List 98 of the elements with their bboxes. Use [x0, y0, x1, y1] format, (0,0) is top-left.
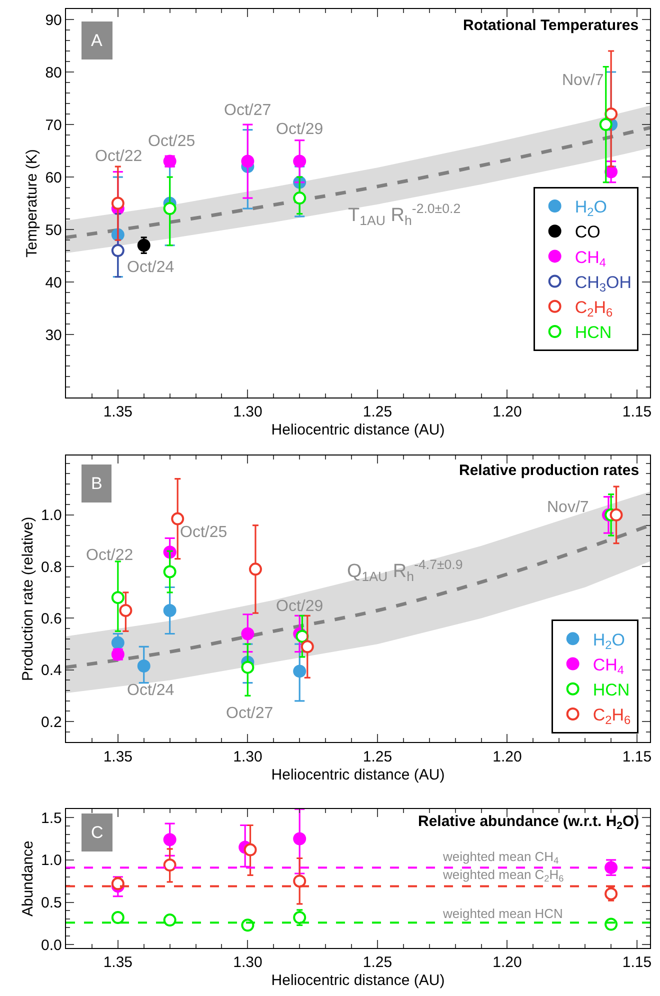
point — [604, 887, 618, 900]
point — [163, 833, 176, 846]
y-tick-label: 40 — [45, 274, 62, 292]
annotation: Nov/7 — [562, 72, 604, 89]
legend-label: CO — [574, 222, 600, 242]
x-tick-label: 1.15 — [622, 954, 652, 972]
annotation: Nov/7 — [547, 499, 589, 516]
x-tick-label: 1.20 — [492, 748, 522, 766]
y-axis-title: Production rate (relative) — [19, 516, 36, 681]
y-tick-label: 0.8 — [41, 558, 62, 576]
annotation: A — [91, 31, 103, 50]
y-tick-label: 0.2 — [41, 714, 62, 731]
point — [171, 512, 184, 526]
x-tick-label: 1.25 — [362, 954, 392, 972]
x-tick-label: 1.15 — [622, 748, 652, 766]
point — [293, 154, 306, 168]
x-tick-label: 1.30 — [233, 748, 262, 766]
annotation: C — [91, 823, 104, 842]
y-tick-label: 50 — [45, 222, 62, 239]
legend-label: CH$_{4}$ — [574, 248, 606, 270]
x-tick-label: 1.25 — [362, 748, 392, 766]
y-tick-label: 70 — [45, 116, 62, 134]
point — [293, 192, 306, 205]
y-tick-label: 1.5 — [41, 810, 62, 827]
y-axis-title: Abundance — [19, 840, 36, 917]
point — [241, 918, 254, 932]
x-tick-label: 1.35 — [103, 954, 133, 972]
x-tick-label: 1.25 — [362, 404, 392, 421]
point — [293, 832, 306, 846]
point — [244, 843, 257, 856]
y-tick-label: 1.0 — [41, 507, 62, 524]
x-tick-label: 1.20 — [492, 404, 522, 421]
legend-label: C$_{2}$H$_{6}$ — [592, 706, 632, 728]
legend-label: H$_{2}$O — [574, 198, 607, 220]
y-tick-label: 0.0 — [41, 936, 62, 954]
x-tick-label: 1.35 — [103, 748, 133, 766]
x-axis-title: Heliocentric distance (AU) — [271, 972, 445, 990]
y-tick-label: 80 — [45, 64, 62, 82]
point — [137, 660, 150, 673]
point — [111, 911, 124, 924]
y-tick-label: 1.0 — [41, 852, 62, 870]
point — [163, 858, 176, 872]
point — [300, 640, 314, 654]
y-axis-title: Temperature (K) — [23, 149, 40, 258]
annotation: Oct/22 — [86, 547, 134, 564]
point — [163, 565, 176, 578]
x-tick-label: 1.30 — [233, 954, 262, 972]
chart-title: Relative production rates — [459, 462, 640, 479]
annotation: Oct/29 — [276, 121, 324, 138]
y-tick-label: 0.4 — [41, 662, 62, 680]
x-axis-title: Heliocentric distance (AU) — [271, 766, 445, 784]
annotation: Oct/27 — [224, 102, 272, 119]
point — [248, 562, 262, 576]
annotation: Oct/27 — [226, 705, 274, 722]
point — [241, 154, 254, 168]
y-tick-label: 60 — [45, 169, 62, 186]
point — [293, 874, 306, 888]
point — [604, 108, 618, 121]
point — [241, 627, 254, 640]
annotation: Oct/22 — [95, 148, 142, 165]
chart-title: Relative abundance (w.r.t. H$_{2}$O) — [418, 813, 640, 832]
legend-label: CH$_{4}$ — [592, 655, 624, 677]
point — [163, 604, 176, 617]
x-tick-label: 1.15 — [622, 404, 652, 421]
annotation: Oct/24 — [127, 259, 174, 276]
point — [241, 660, 254, 674]
point — [111, 636, 124, 650]
point — [163, 914, 176, 927]
legend-label: HCN — [574, 323, 612, 342]
x-tick-label: 1.35 — [103, 404, 133, 421]
legend-label: C$_{2}$H$_{6}$ — [574, 298, 614, 320]
annotation: Oct/25 — [180, 524, 228, 541]
point — [111, 196, 124, 210]
y-tick-label: 0.6 — [41, 610, 62, 628]
point — [610, 508, 623, 522]
y-tick-label: 30 — [45, 326, 62, 344]
text: Rotational Temperatures — [463, 17, 639, 34]
annotation: Oct/24 — [127, 682, 174, 699]
ref-line-label: weighted mean CH$_{4}$ — [442, 849, 559, 866]
point — [137, 238, 150, 252]
annotation: Oct/25 — [148, 133, 196, 150]
x-tick-label: 1.20 — [492, 954, 522, 972]
x-tick-label: 1.30 — [233, 404, 262, 421]
annotation: B — [91, 474, 102, 493]
point — [111, 591, 124, 604]
point — [119, 604, 132, 617]
annotation: Oct/29 — [276, 598, 324, 615]
point — [293, 664, 306, 678]
legend-label: HCN — [592, 680, 630, 700]
point — [293, 911, 306, 924]
ref-line-label: weighted mean HCN — [442, 906, 563, 921]
x-axis-title: Heliocentric distance (AU) — [271, 422, 445, 439]
y-tick-label: 90 — [45, 12, 62, 29]
legend-label: CH$_{3}$OH — [574, 272, 632, 295]
y-tick-label: 0.5 — [41, 894, 62, 912]
legend-label: H$_{2}$O — [592, 630, 625, 652]
ref-line-label: weighted mean C$_{2}$H$_{6}$ — [442, 867, 564, 884]
point — [599, 118, 612, 132]
